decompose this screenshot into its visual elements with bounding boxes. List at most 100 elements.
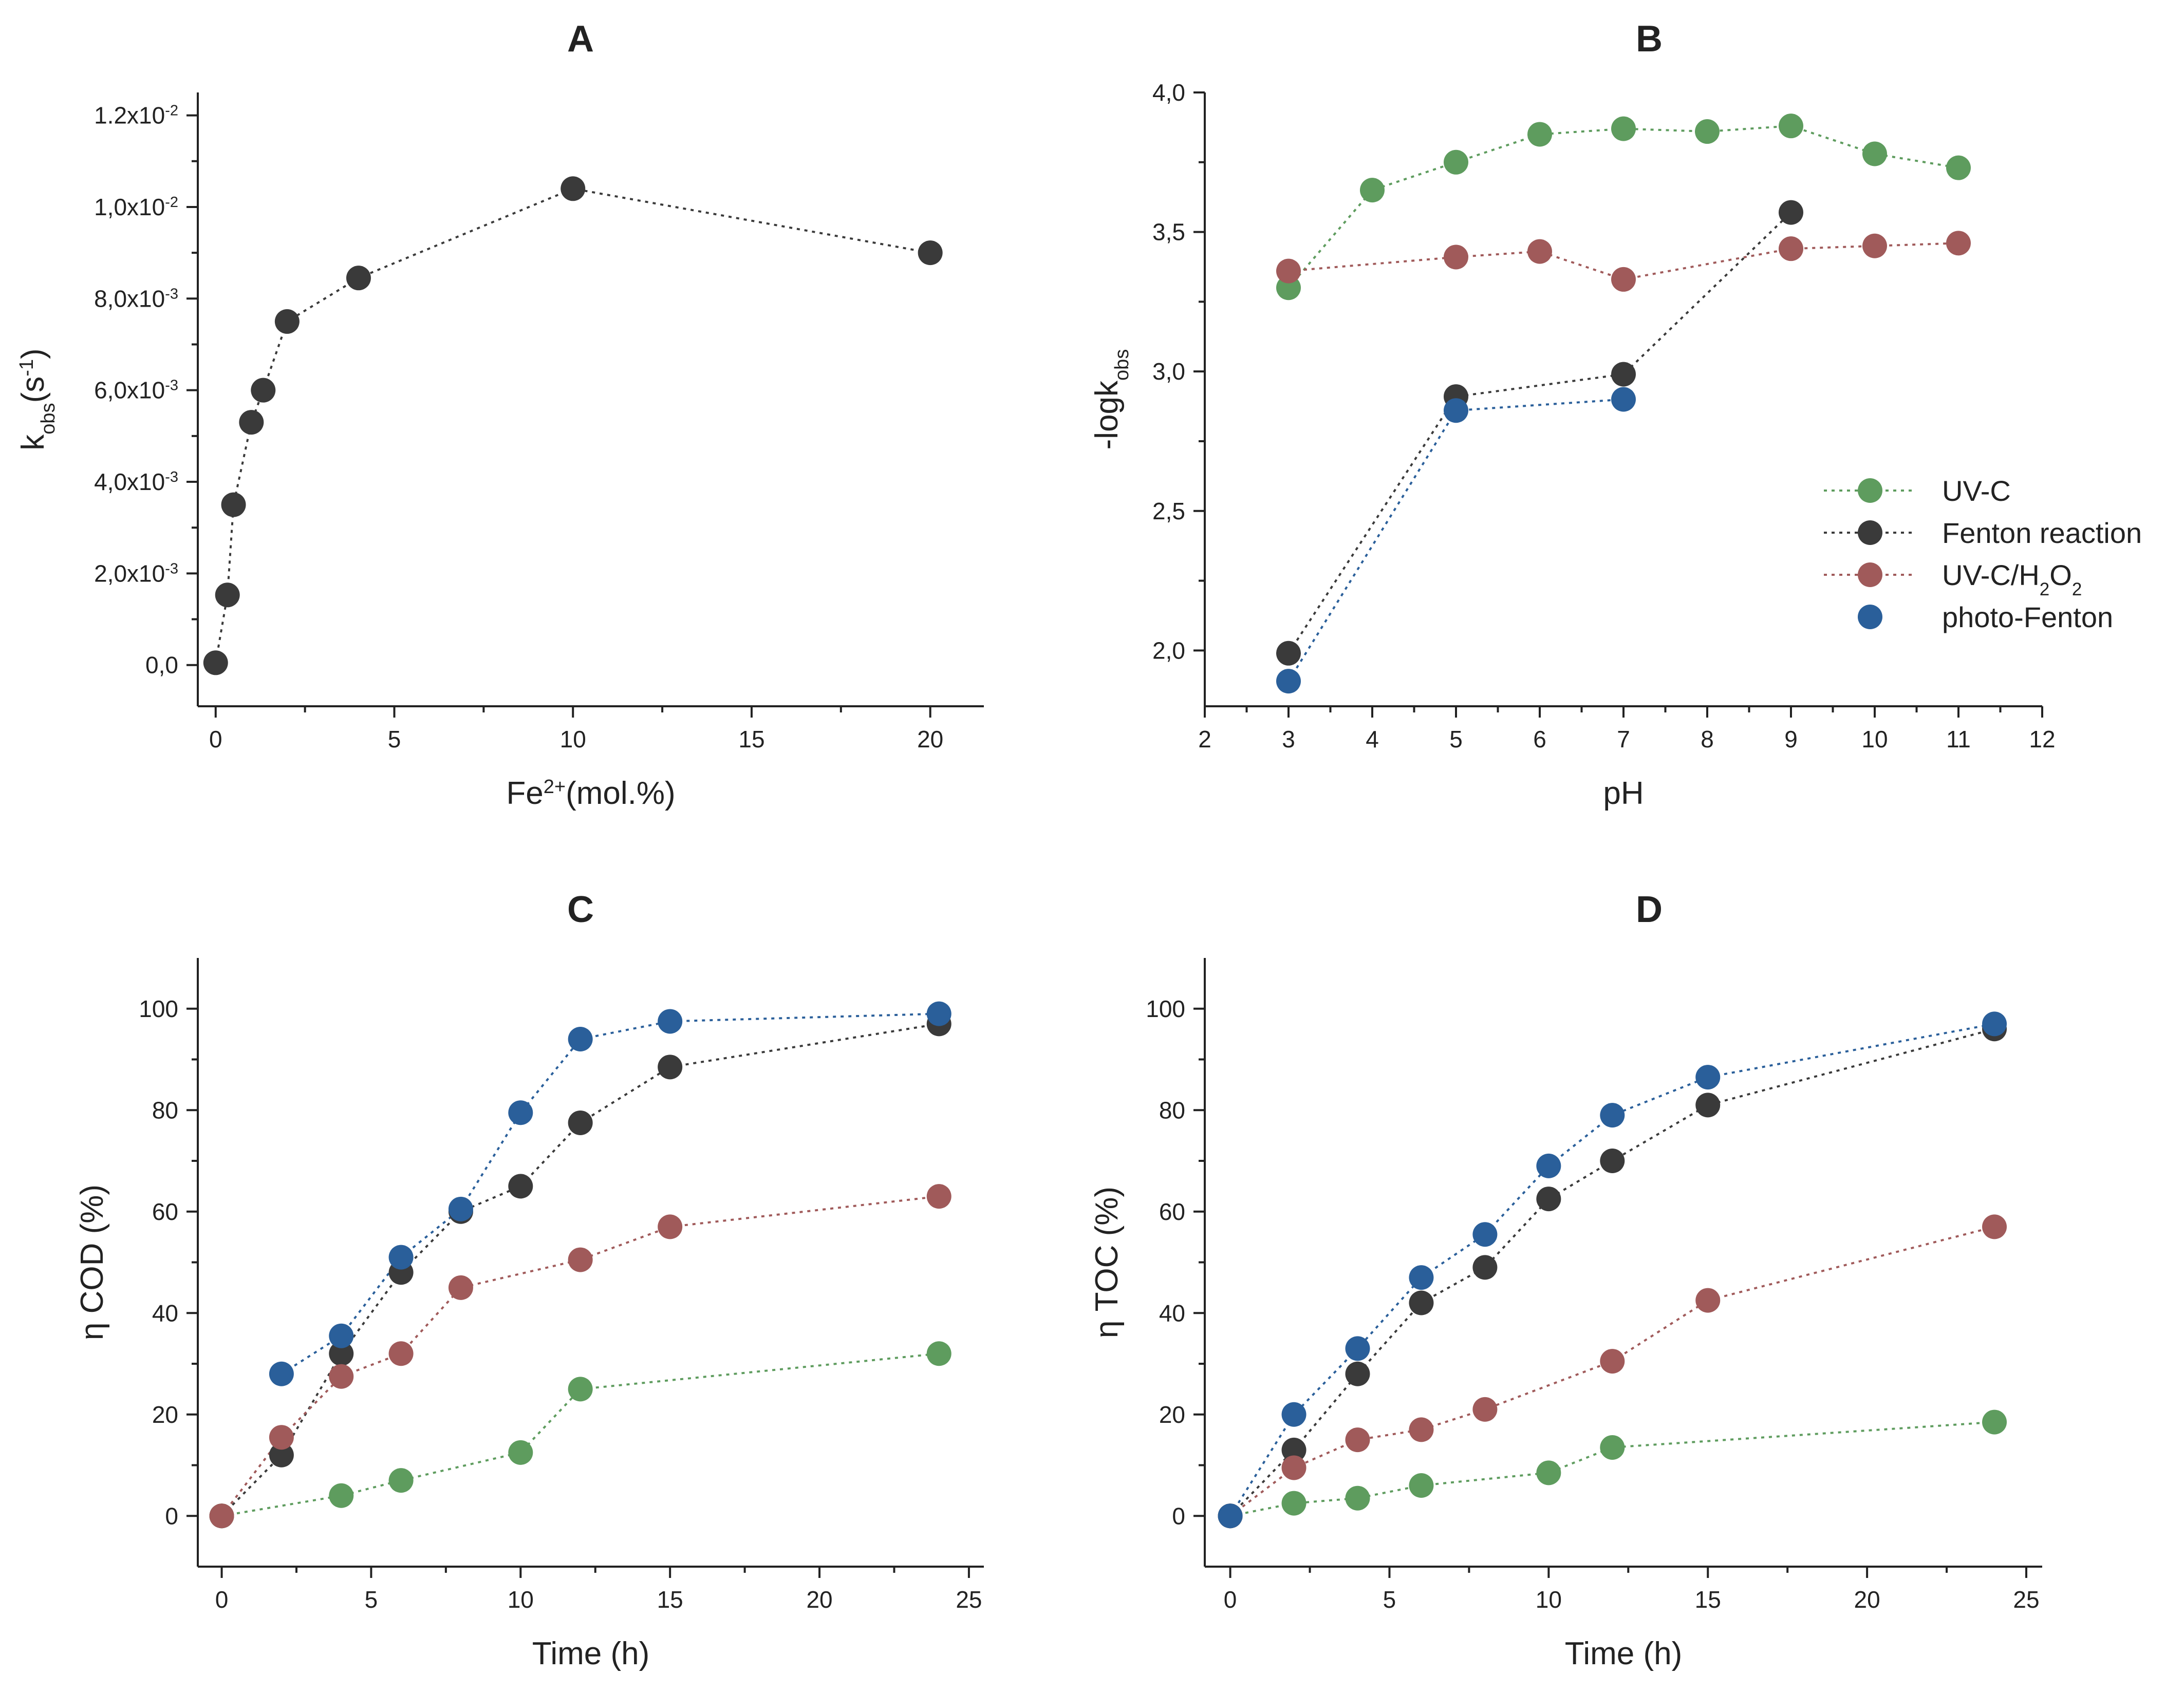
chart-panel-c: 0 5 10 15 20 25 0 20 40 60 80 100 C Time (h) η COD (%) bbox=[74, 889, 984, 1671]
data-point bbox=[1527, 239, 1552, 264]
x-tick-label: 15 bbox=[657, 1586, 683, 1613]
data-point bbox=[1444, 244, 1468, 270]
legend-marker bbox=[1858, 605, 1882, 629]
data-point bbox=[346, 266, 371, 291]
data-point bbox=[1946, 155, 1971, 180]
data-point bbox=[1611, 267, 1636, 292]
data-point bbox=[926, 1184, 951, 1209]
x-tick-label: 25 bbox=[2013, 1586, 2039, 1613]
data-point bbox=[658, 1009, 683, 1034]
x-tick-label: 20 bbox=[806, 1586, 832, 1613]
y-tick-label: 0 bbox=[165, 1502, 178, 1529]
data-point bbox=[658, 1214, 683, 1239]
chart-panel-d: 0 5 10 15 20 25 0 20 40 60 80 100 D Time (h) η TOC (%) bbox=[1089, 889, 2042, 1671]
legend-marker bbox=[1858, 520, 1882, 545]
y-tick-label: 8,0x10-3 bbox=[94, 285, 178, 312]
data-point bbox=[1600, 1103, 1625, 1128]
data-point bbox=[1982, 1011, 2007, 1037]
x-tick-label: 10 bbox=[1536, 1586, 1562, 1613]
data-point bbox=[1779, 236, 1803, 261]
y-tick-label: 20 bbox=[152, 1401, 178, 1428]
data-point bbox=[926, 1001, 951, 1026]
data-point bbox=[1444, 149, 1468, 175]
x-tick-label: 20 bbox=[917, 726, 943, 753]
x-tick-label: 15 bbox=[1695, 1586, 1721, 1613]
x-tick-label: 5 bbox=[365, 1586, 378, 1613]
data-point bbox=[329, 1483, 354, 1508]
y-tick-label: 20 bbox=[1159, 1401, 1185, 1428]
panel-title: D bbox=[1636, 889, 1663, 930]
x-tick-label: 5 bbox=[1383, 1586, 1396, 1613]
data-point bbox=[568, 1027, 593, 1051]
data-point bbox=[1611, 116, 1636, 141]
y-axis-title: η TOC (%) bbox=[1089, 1187, 1125, 1338]
data-point bbox=[1695, 1288, 1721, 1313]
x-tick-label: 4 bbox=[1366, 726, 1379, 753]
y-tick-label: 1,0x10-2 bbox=[94, 194, 178, 220]
x-tick-label: 5 bbox=[1449, 726, 1463, 753]
y-tick-label: 60 bbox=[1159, 1198, 1185, 1225]
series-line bbox=[221, 1352, 939, 1517]
legend-label: UV-C/H2O2 bbox=[1942, 559, 2082, 599]
chart-panel-a: 0 5 10 15 20 0,0 2,0x10-3 4,0x10-3 6,0x10-3 8,0x1… bbox=[15, 18, 984, 811]
legend-item: UV-C bbox=[1824, 475, 2011, 507]
y-tick-label: 0 bbox=[1172, 1502, 1185, 1529]
panel-title: A bbox=[567, 18, 594, 60]
y-axis-title: η COD (%) bbox=[74, 1184, 110, 1340]
y-axis-title: -logkobs bbox=[1089, 349, 1133, 450]
data-point bbox=[1281, 1455, 1306, 1480]
data-point bbox=[561, 176, 586, 201]
data-point bbox=[209, 1503, 234, 1529]
y-tick-label: 100 bbox=[139, 995, 178, 1022]
x-tick-label: 6 bbox=[1533, 726, 1546, 753]
y-tick-label: 40 bbox=[152, 1300, 178, 1326]
x-tick-label: 10 bbox=[1861, 726, 1888, 753]
x-tick-label: 10 bbox=[508, 1586, 534, 1613]
series-line bbox=[220, 1195, 939, 1517]
data-point bbox=[1779, 200, 1803, 225]
panel-title: C bbox=[567, 889, 594, 930]
data-point bbox=[1536, 1460, 1561, 1485]
data-point bbox=[1472, 1255, 1498, 1280]
data-point bbox=[329, 1323, 354, 1348]
data-point bbox=[1444, 398, 1468, 423]
x-tick-label: 7 bbox=[1617, 726, 1630, 753]
y-tick-label: 2,0 bbox=[1152, 637, 1185, 664]
data-point bbox=[215, 582, 240, 608]
y-tick-label: 80 bbox=[152, 1097, 178, 1123]
data-point bbox=[1862, 141, 1887, 166]
data-point bbox=[1862, 233, 1887, 258]
y-tick-label: 0,0 bbox=[145, 652, 178, 679]
data-point bbox=[1600, 1435, 1625, 1460]
data-point bbox=[221, 492, 246, 517]
data-point bbox=[1695, 119, 1720, 144]
data-point bbox=[329, 1341, 354, 1366]
x-axis-title: pH bbox=[1603, 776, 1644, 811]
data-point bbox=[1611, 362, 1636, 387]
y-tick-label: 100 bbox=[1146, 995, 1185, 1022]
x-tick-label: 0 bbox=[209, 726, 222, 753]
data-point bbox=[269, 1425, 294, 1450]
legend-item: photo-Fenton bbox=[1858, 601, 2113, 633]
data-point bbox=[251, 378, 276, 403]
data-point bbox=[568, 1247, 593, 1272]
data-point bbox=[1536, 1187, 1561, 1212]
data-point bbox=[508, 1440, 533, 1465]
x-tick-label: 15 bbox=[738, 726, 764, 753]
series-line bbox=[1229, 1028, 1995, 1517]
data-point bbox=[448, 1196, 473, 1221]
data-point bbox=[508, 1100, 533, 1125]
y-tick-label: 2,5 bbox=[1152, 498, 1185, 524]
data-point bbox=[239, 410, 264, 435]
x-axis-title: Time (h) bbox=[532, 1636, 649, 1671]
x-tick-label: 5 bbox=[388, 726, 401, 753]
data-point bbox=[1276, 669, 1301, 694]
y-tick-label: 6,0x10-3 bbox=[94, 377, 178, 404]
data-point bbox=[1281, 1402, 1306, 1427]
data-point bbox=[388, 1245, 414, 1270]
y-tick-label: 3,5 bbox=[1152, 219, 1185, 246]
data-point bbox=[508, 1174, 533, 1199]
data-point bbox=[568, 1110, 593, 1135]
data-point bbox=[1409, 1417, 1434, 1442]
data-point bbox=[269, 1361, 294, 1386]
